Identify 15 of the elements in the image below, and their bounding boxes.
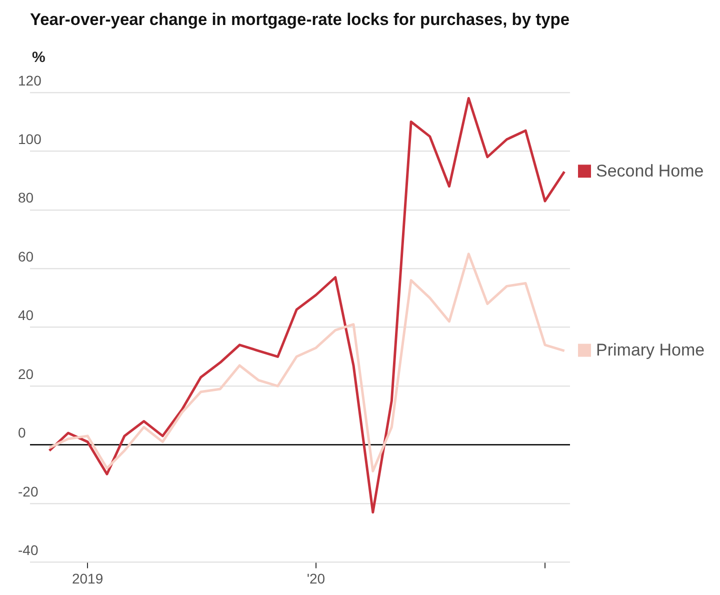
y-tick-label: 0	[18, 424, 26, 441]
y-axis-title: %	[32, 49, 46, 66]
y-tick-label: 20	[18, 366, 34, 382]
y-tick-label: 100	[18, 130, 42, 147]
legend-label: Second Home	[596, 161, 704, 180]
x-tick-label: '20	[306, 570, 326, 586]
chart-title: Year-over-year change in mortgage-rate locks for purchases, by type	[30, 10, 570, 29]
y-tick-label: -40	[18, 542, 38, 558]
y-tick-label: -20	[18, 483, 38, 500]
legend-label: Primary Home	[596, 340, 705, 360]
y-tick-label: 60	[18, 248, 34, 264]
x-tick-label: 2019	[72, 570, 104, 586]
y-tick-label: 40	[18, 307, 34, 324]
y-tick-label: 80	[18, 190, 34, 206]
y-tick-label: 120	[18, 72, 42, 88]
